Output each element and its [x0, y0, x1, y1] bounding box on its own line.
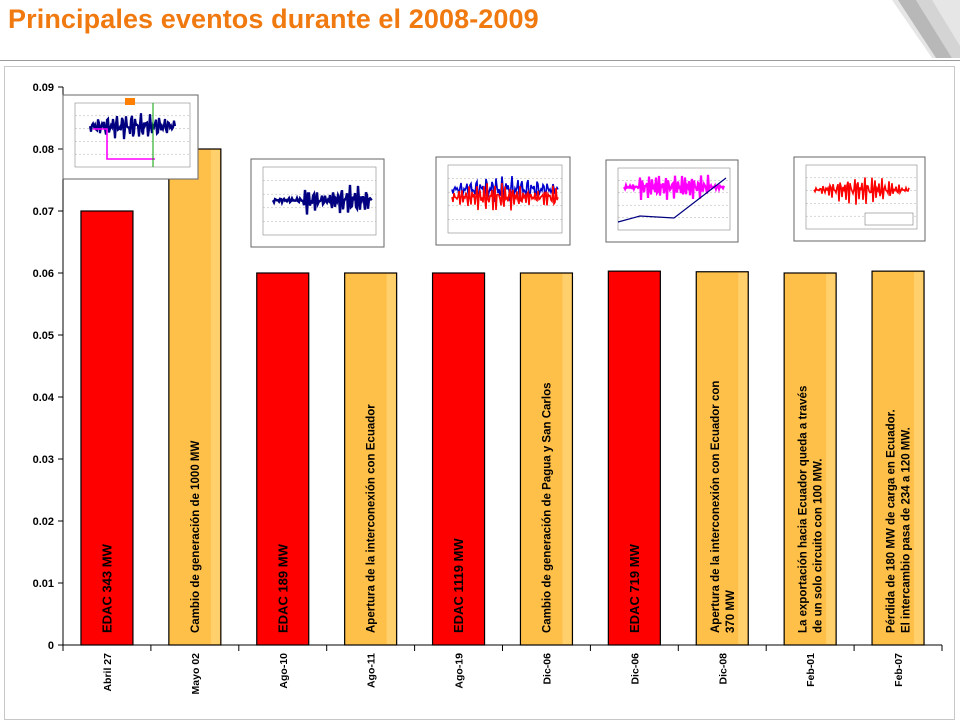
- thumbnail-trace: [451, 182, 559, 211]
- bar-7: [607, 270, 661, 646]
- x-tick-label: Dic-06: [541, 653, 553, 685]
- y-tick-label: 0: [48, 640, 54, 652]
- bar-highlight: [210, 150, 220, 644]
- bar-highlight: [826, 274, 836, 644]
- thumbnail-trace: [617, 177, 727, 223]
- y-tick-label: 0.08: [33, 144, 54, 156]
- x-tick-label: Ago-10: [278, 653, 290, 689]
- x-tick-label: Feb-01: [805, 653, 817, 687]
- thumbnail-trace: [813, 177, 910, 205]
- bar-label: EDAC 719 MW: [627, 543, 642, 633]
- x-tick-label: Dic-06: [629, 653, 641, 685]
- x-tick-label: Mayo 02: [190, 653, 202, 695]
- y-tick-label: 0.05: [33, 330, 54, 342]
- bar-label: Pérdida de 180 MW de carga en Ecuador.: [886, 409, 898, 633]
- corner-decoration: [880, 0, 960, 58]
- y-tick-label: 0.04: [33, 392, 55, 404]
- bar-label: El intercambio pasa de 234 a 120 MW.: [901, 427, 913, 633]
- thumbnail-marker: [125, 98, 135, 105]
- title-divider: [0, 60, 960, 61]
- bar-highlight: [562, 274, 572, 644]
- bar-3: [256, 272, 310, 646]
- bar-label: La exportación hacia Ecuador queda a tra…: [798, 386, 810, 633]
- bar-label: 370 MW: [725, 590, 737, 633]
- bar-label: EDAC 1119 MW: [451, 538, 466, 633]
- page-title: Principales eventos durante el 2008-2009: [8, 4, 539, 34]
- bar-label: Cambio de generación de Pagua y San Carl…: [541, 382, 553, 633]
- bar-highlight: [386, 274, 396, 644]
- bar-label: EDAC 343 MW: [100, 543, 115, 633]
- bar-label: Apertura de la interconexión con Ecuador…: [710, 381, 722, 633]
- bar-label: Cambio de generación de 1000 MW: [190, 440, 202, 633]
- y-tick-label: 0.09: [33, 82, 54, 94]
- x-tick-label: Feb-07: [893, 653, 905, 687]
- events-bar-chart: 0 0.01 0.02 0.03 0.04 0.05 0.06 0.07 0.08 0.09 EDA…: [33, 82, 943, 695]
- x-tick-label: Ago-19: [454, 653, 466, 689]
- thumbnail-trace: [88, 113, 177, 140]
- thumbnail-legend: [864, 212, 914, 226]
- chart-frame: 0 0.01 0.02 0.03 0.04 0.05 0.06 0.07 0.08 0.09 EDA…: [4, 66, 955, 720]
- y-tick-label: 0.03: [33, 454, 54, 466]
- thumbnail-trace: [271, 184, 373, 215]
- bar-highlight: [738, 272, 748, 644]
- y-tick-label: 0.01: [33, 578, 54, 590]
- bar-label: EDAC 189 MW: [275, 543, 290, 633]
- bar-5: [431, 272, 486, 646]
- bar-1: [80, 210, 134, 646]
- x-tick-label: Abril 27: [102, 653, 114, 692]
- thumbnail-trace: [623, 174, 726, 200]
- y-tick-label: 0.02: [33, 516, 54, 528]
- y-tick-label: 0.06: [33, 268, 54, 280]
- x-tick-label: Ago-11: [366, 653, 378, 688]
- bar-highlight: [914, 272, 924, 644]
- bar-label: de un solo circuito con 100 MW.: [813, 459, 825, 633]
- bar-label: Apertura de la interconexión con Ecuador: [366, 404, 378, 633]
- x-tick-label: Dic-08: [717, 653, 729, 685]
- thumbnail-trace: [93, 128, 155, 160]
- y-tick-label: 0.07: [33, 206, 54, 218]
